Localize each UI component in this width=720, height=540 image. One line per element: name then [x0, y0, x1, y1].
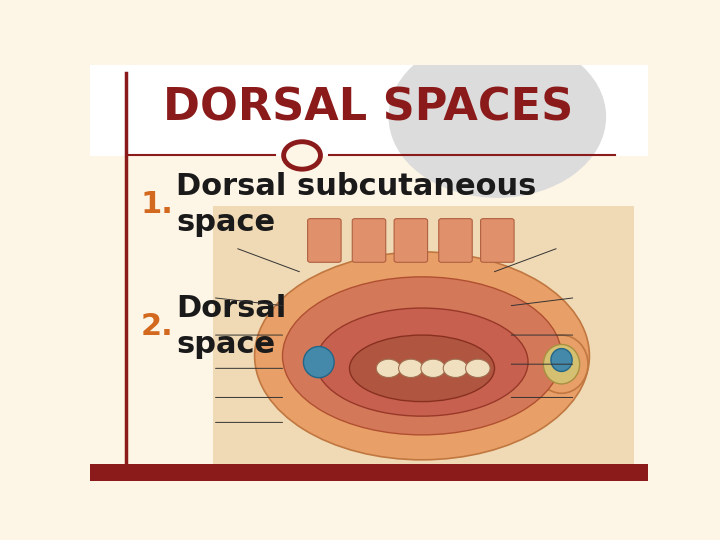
Circle shape	[377, 359, 401, 377]
FancyBboxPatch shape	[352, 219, 386, 262]
FancyBboxPatch shape	[90, 65, 648, 156]
Text: 1.: 1.	[140, 190, 173, 219]
Circle shape	[399, 359, 423, 377]
FancyBboxPatch shape	[307, 219, 341, 262]
Ellipse shape	[349, 335, 495, 402]
FancyBboxPatch shape	[394, 219, 428, 262]
Text: 2.: 2.	[140, 312, 173, 341]
Ellipse shape	[255, 252, 590, 460]
FancyBboxPatch shape	[90, 464, 648, 481]
Text: Dorsal
space: Dorsal space	[176, 294, 287, 359]
FancyBboxPatch shape	[481, 219, 514, 262]
FancyBboxPatch shape	[213, 206, 634, 464]
Ellipse shape	[551, 349, 572, 372]
Circle shape	[444, 359, 468, 377]
Text: DORSAL SPACES: DORSAL SPACES	[163, 87, 573, 130]
Ellipse shape	[316, 308, 528, 416]
Circle shape	[421, 359, 446, 377]
Ellipse shape	[282, 277, 562, 435]
Circle shape	[389, 36, 606, 198]
FancyBboxPatch shape	[90, 156, 648, 464]
Ellipse shape	[303, 347, 334, 377]
Text: Dorsal subcutaneous
space: Dorsal subcutaneous space	[176, 172, 537, 237]
Circle shape	[466, 359, 490, 377]
Ellipse shape	[535, 335, 588, 393]
Circle shape	[284, 141, 320, 169]
Ellipse shape	[544, 345, 580, 384]
FancyBboxPatch shape	[438, 219, 472, 262]
